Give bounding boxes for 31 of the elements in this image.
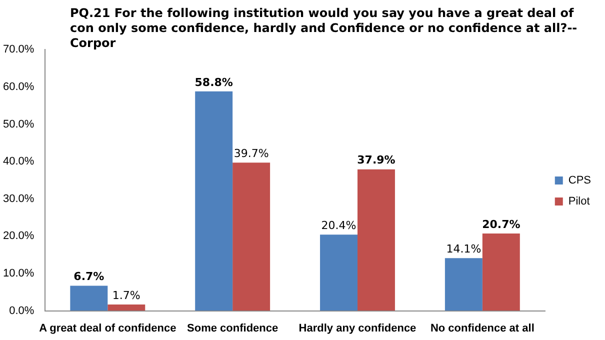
bar xyxy=(320,234,358,311)
x-tick-label: Hardly any confidence xyxy=(298,322,416,334)
data-label: 14.1% xyxy=(446,242,482,256)
data-label: 58.8% xyxy=(194,76,233,89)
bar xyxy=(482,234,520,311)
data-label: 20.4% xyxy=(321,219,356,232)
data-label: 1.7% xyxy=(112,288,140,302)
bar xyxy=(232,162,270,311)
data-label: 20.7% xyxy=(482,218,520,231)
y-tick-label: 70.0% xyxy=(2,44,34,56)
x-tick-label: No confidence at all xyxy=(430,322,534,334)
data-label: 6.7% xyxy=(74,270,104,284)
y-tick-label: 40.0% xyxy=(2,156,34,168)
x-tick-label: Some confidence xyxy=(187,322,278,334)
data-label: 39.7% xyxy=(234,147,269,160)
bar xyxy=(108,304,146,311)
bar xyxy=(358,169,395,311)
y-tick-label: 20.0% xyxy=(2,230,34,242)
bar xyxy=(70,286,108,311)
y-tick-label: 50.0% xyxy=(2,118,34,130)
y-tick-label: 0.0% xyxy=(9,304,34,317)
data-label: 37.9% xyxy=(357,154,396,167)
y-tick-label: 10.0% xyxy=(2,268,34,280)
y-tick-label: 30.0% xyxy=(2,192,34,205)
y-tick-label: 60.0% xyxy=(2,80,34,93)
legend-label: CPS xyxy=(568,174,592,187)
chart-title: PQ.21 For the following institution would you say you have a great deal of con only some confidence, hardly and Confidence or no confidence at all?--Corpor xyxy=(70,6,578,50)
legend-label: Pilot xyxy=(568,196,590,208)
x-tick-label: A great deal of confidence xyxy=(39,322,176,334)
bar xyxy=(444,258,482,311)
bar xyxy=(195,91,233,311)
